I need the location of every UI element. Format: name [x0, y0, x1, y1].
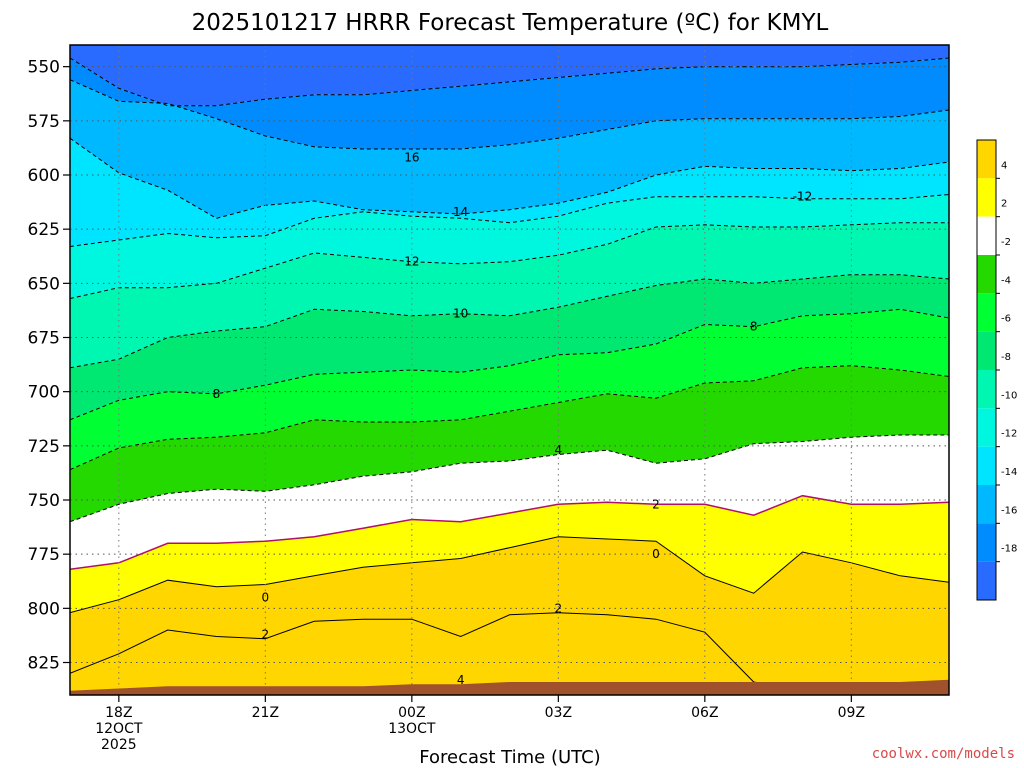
y-tick-label: 700 — [28, 383, 60, 403]
temperature-band — [70, 45, 949, 106]
contour-label: 2 — [652, 497, 660, 511]
colorbar-segment — [977, 370, 996, 409]
colorbar-tick-label: 2 — [1001, 199, 1007, 210]
colorbar-tick-label: 4 — [1001, 160, 1007, 171]
y-tick-label: 675 — [28, 329, 60, 349]
contour-label: 0 — [262, 591, 270, 605]
temperature-fills — [70, 45, 949, 695]
contour-line — [70, 137, 949, 219]
y-axis: 550 575 600 625 650 675 700 725 750 775 800 825 — [28, 58, 70, 674]
colorbar-tick-label: -8 — [1001, 352, 1011, 363]
contour-label: 8 — [213, 387, 221, 401]
colorbar-segment — [977, 331, 996, 370]
y-tick-label: 725 — [28, 437, 60, 457]
temperature-band — [70, 495, 949, 613]
colorbar-segment — [977, 255, 996, 294]
y-tick-label: 575 — [28, 112, 60, 132]
contour-label: 4 — [457, 673, 465, 687]
contour-label: 14 — [453, 205, 468, 219]
x-tick-label: 00Z — [398, 705, 425, 721]
colorbar-tick-label: -12 — [1001, 429, 1017, 440]
contour-line — [70, 194, 949, 247]
temperature-band — [70, 58, 949, 149]
colorbar-segment — [977, 485, 996, 524]
x-axis-label: Forecast Time (UTC) — [419, 747, 600, 768]
colorbar-segment — [977, 293, 996, 332]
colorbar-segment — [977, 140, 996, 179]
x-tick-label: 03Z — [545, 705, 572, 721]
y-tick-label: 650 — [28, 274, 60, 294]
colorbar-tick-label: -6 — [1001, 314, 1011, 325]
contour-label: 12 — [404, 255, 419, 269]
temperature-band — [70, 365, 949, 522]
temperature-band — [70, 194, 949, 299]
colorbar-tick-label: -14 — [1001, 467, 1017, 478]
contour-line — [70, 536, 949, 614]
colorbar-tick-label: -18 — [1001, 544, 1017, 555]
colorbar-segment — [977, 523, 996, 562]
x-tick-label: 13OCT — [388, 721, 436, 737]
plot-area — [70, 45, 949, 695]
contour-lines — [70, 57, 949, 692]
temperature-band — [70, 536, 949, 691]
colorbar: 4 2 -2 -4 -6 -8 -10 -12 -14 -16 -18 — [976, 139, 1017, 601]
contour-line — [70, 494, 949, 571]
contour-label: 16 — [404, 151, 419, 165]
temperature-band — [70, 79, 949, 219]
temperature-band — [70, 309, 949, 470]
colorbar-tick-label: -2 — [1001, 237, 1011, 248]
colorbar-segment — [977, 408, 996, 447]
colorbar-tick-label: -16 — [1001, 505, 1017, 516]
colorbar-segment — [977, 561, 996, 600]
plot-frame — [69, 44, 950, 696]
y-tick-label: 625 — [28, 220, 60, 240]
temperature-band — [70, 612, 949, 695]
x-tick-label: 21Z — [252, 705, 279, 721]
y-tick-label: 600 — [28, 166, 60, 186]
ground-surface — [70, 679, 949, 695]
x-tick-label: 09Z — [838, 705, 865, 721]
x-tick-label: 18Z — [105, 705, 132, 721]
credit-text: coolwx.com/models — [872, 746, 1015, 762]
x-tick-label: 12OCT — [95, 721, 143, 737]
y-tick-label: 750 — [28, 491, 60, 511]
colorbar-tick-label: -4 — [1001, 275, 1011, 286]
chart-title: 2025101217 HRRR Forecast Temperature (ºC… — [192, 10, 829, 36]
temperature-band — [70, 222, 949, 368]
contour-labels: 16 14 -12 12 10 8 8 4 2 0 0 2 2 4 — [213, 151, 813, 687]
contour-label: -12 — [793, 190, 813, 204]
ground-surface-shape — [70, 679, 949, 695]
contour-label: 8 — [750, 320, 758, 334]
temperature-band — [70, 435, 949, 570]
colorbar-segment — [977, 178, 996, 217]
temperature-band — [70, 274, 949, 420]
colorbar-tick-label: -10 — [1001, 390, 1017, 401]
colorbar-segment — [977, 446, 996, 485]
colorbar-segment — [977, 216, 996, 255]
contour-label: 2 — [262, 627, 270, 641]
contour-label: 4 — [555, 443, 563, 457]
y-tick-label: 550 — [28, 58, 60, 78]
grid-lines — [70, 45, 949, 695]
contour-label: 10 — [453, 307, 468, 321]
contour-line — [70, 274, 949, 369]
contour-label: 2 — [555, 601, 563, 615]
y-tick-label: 825 — [28, 654, 60, 674]
x-tick-label: 06Z — [691, 705, 718, 721]
y-tick-label: 775 — [28, 545, 60, 565]
temperature-band — [70, 138, 949, 247]
contour-line — [70, 79, 949, 150]
contour-line — [70, 434, 949, 523]
contour-line — [70, 222, 949, 299]
y-tick-label: 800 — [28, 599, 60, 619]
x-tick-label: 2025 — [101, 737, 137, 753]
contour-label: 0 — [652, 547, 660, 561]
